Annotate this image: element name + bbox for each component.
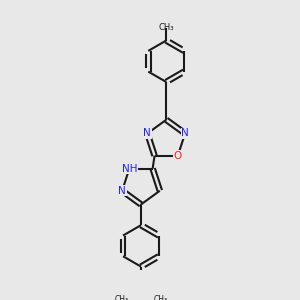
Text: N: N xyxy=(143,128,151,139)
Text: CH₃: CH₃ xyxy=(114,295,128,300)
Text: O: O xyxy=(174,151,182,160)
Text: N: N xyxy=(118,186,126,196)
Text: CH₃: CH₃ xyxy=(158,23,174,32)
Text: NH: NH xyxy=(122,164,137,174)
Text: CH₃: CH₃ xyxy=(154,295,168,300)
Text: N: N xyxy=(181,128,189,139)
